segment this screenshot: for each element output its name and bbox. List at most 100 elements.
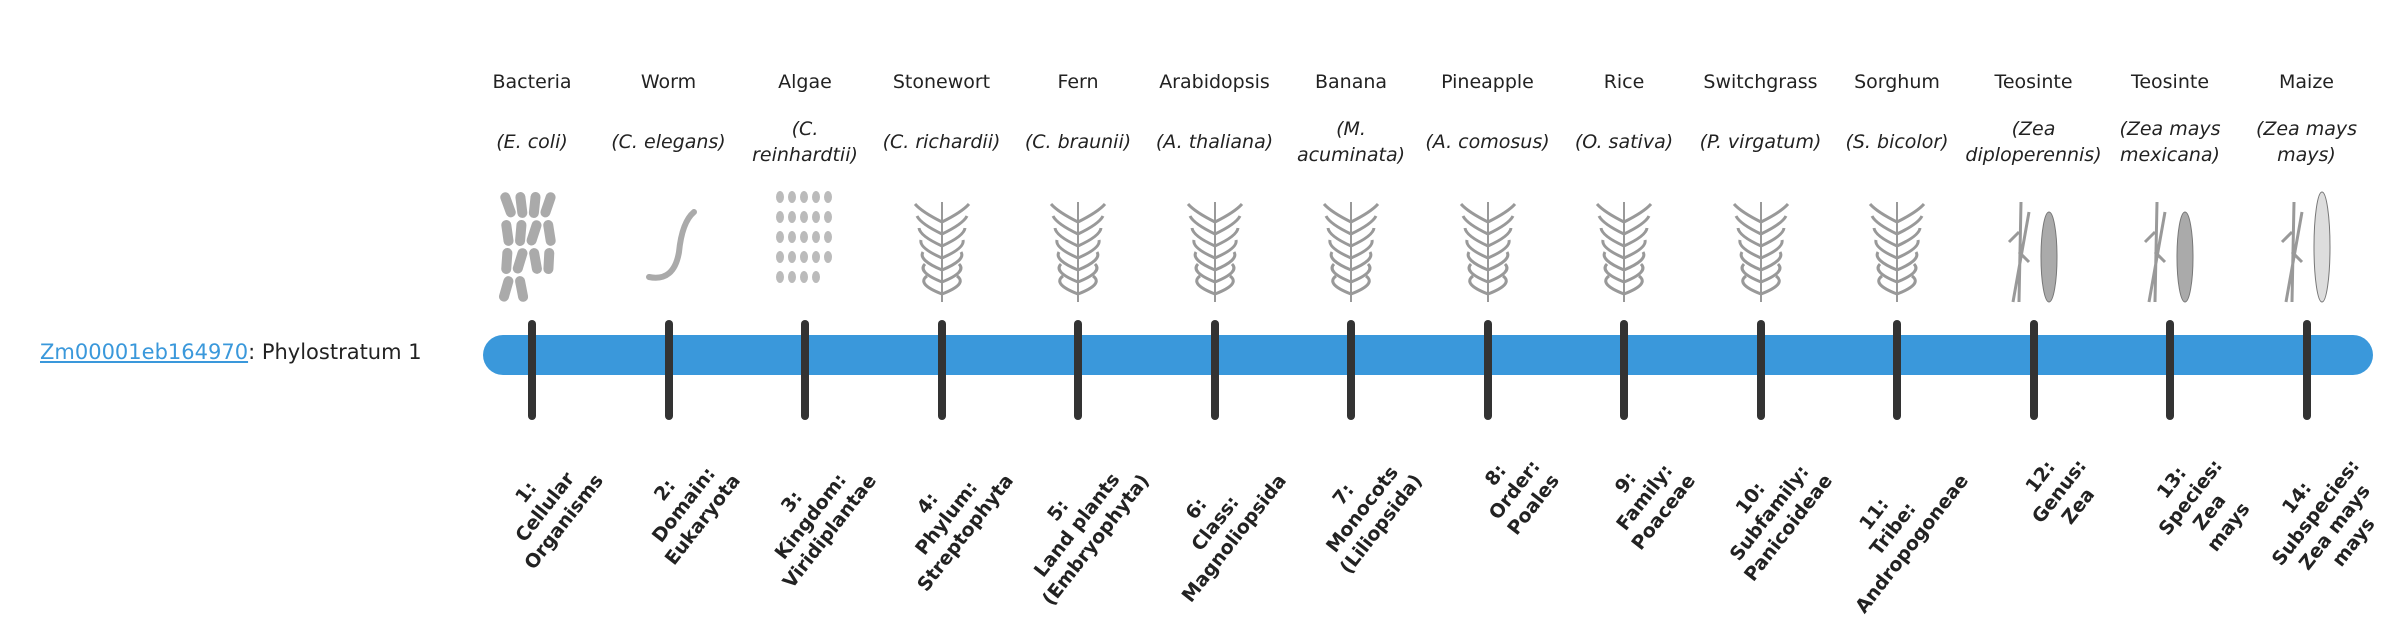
- stratum-label-text: 10: Subfamily: Panicoideae: [1725, 461, 1837, 586]
- stonewort-image: [874, 182, 1010, 307]
- organism-column: Maize (Zea mays mays): [2239, 62, 2375, 307]
- scientific-name-text: (C. richardii): [882, 131, 1001, 153]
- worm-image: [601, 182, 737, 307]
- stratum-tick: [2302, 320, 2311, 420]
- scientific-name-text: (C. reinhardtii): [752, 118, 858, 166]
- scientific-name-text: (C. elegans): [611, 131, 726, 153]
- stratum-tick: [937, 320, 946, 420]
- scientific-name-text: (E. coli): [496, 131, 568, 153]
- organism-column: Teosinte (Zea mays mexicana): [2102, 62, 2238, 307]
- teosinte-image: [2102, 182, 2238, 307]
- scientific-name-text: (Zea mays mays): [2255, 118, 2358, 166]
- organism-column: Teosinte (Zea diploperennis): [1965, 62, 2102, 307]
- stratum-label-text: 12: Genus: Zea: [2020, 455, 2099, 529]
- scientific-name-text: (A. comosus): [1425, 131, 1550, 153]
- teosinte-image: [1966, 182, 2102, 307]
- organism-scientific-name: (C. richardii): [874, 102, 1010, 182]
- organism-scientific-name: (C. elegans): [601, 102, 737, 182]
- banana-image: [1283, 182, 1419, 307]
- scientific-name-text: (O. sativa): [1574, 131, 1674, 153]
- gene-link[interactable]: Zm00001eb164970: [40, 340, 249, 364]
- stratum-tick: [1210, 320, 1219, 420]
- scientific-name-text: (A. thaliana): [1155, 131, 1274, 153]
- organism-column: Banana (M. acuminata): [1283, 62, 1419, 307]
- stratum-label-text: 2: Domain: Eukaryota: [647, 463, 745, 570]
- organism-scientific-name: (A. thaliana): [1147, 102, 1283, 182]
- organism-column: Arabidopsis (A. thaliana): [1147, 62, 1283, 307]
- organism-column: Worm (C. elegans): [601, 62, 737, 307]
- stratum-label-text: 9: Family: Poaceae: [1610, 460, 1700, 555]
- phylostratum-text: : Phylostratum 1: [248, 340, 422, 364]
- stratum-label-text: 5: Land plants (Embryophyta): [1029, 468, 1154, 610]
- organism-scientific-name: (C. reinhardtii): [737, 102, 873, 182]
- organism-common-name: Rice: [1603, 71, 1645, 93]
- stratum-label-text: 13: Species: Zea mays: [2152, 455, 2255, 556]
- fern-image: [1010, 182, 1146, 307]
- sorghum-image: [1829, 182, 1965, 307]
- algae-image: [737, 182, 873, 307]
- stratum-tick: [1756, 320, 1765, 420]
- organism-scientific-name: (S. bicolor): [1829, 102, 1965, 182]
- stratum-label-text: 11: Tribe: Andropogoneae: [1851, 470, 1973, 618]
- organism-column: Switchgrass (P. virgatum): [1693, 62, 1829, 307]
- organism-common-name: Sorghum: [1854, 71, 1940, 93]
- organism-scientific-name: (E. coli): [464, 102, 600, 182]
- organism-column: Sorghum (S. bicolor): [1829, 62, 1965, 307]
- organism-common-name: Bacteria: [492, 71, 572, 93]
- organism-scientific-name: (Zea mays mexicana): [2102, 102, 2238, 182]
- scientific-name-text: (P. virgatum): [1699, 131, 1822, 153]
- organism-scientific-name: (A. comosus): [1420, 102, 1556, 182]
- organism-scientific-name: (C. braunii): [1010, 102, 1146, 182]
- stratum-label-text: 4: Phylum: Streptophyta: [910, 470, 1018, 596]
- stratum-tick: [1483, 320, 1492, 420]
- organism-column: Stonewort (C. richardii): [874, 62, 1010, 307]
- scientific-name-text: (Zea mays mexicana): [2119, 118, 2221, 166]
- stratum-tick: [2029, 320, 2038, 420]
- switchgrass-image: [1693, 182, 1829, 307]
- stratum-label-text: 6: Class: Magnoliopsida: [1177, 470, 1291, 607]
- organism-common-name: Teosinte: [2130, 71, 2210, 93]
- organism-common-name: Fern: [1057, 71, 1099, 93]
- stratum-label-text: 1: Cellular Organisms: [511, 468, 608, 574]
- pineapple-image: [1420, 182, 1556, 307]
- organism-common-name: Worm: [640, 71, 697, 93]
- stratum-tick: [2166, 320, 2174, 420]
- organism-common-name: Teosinte: [1994, 71, 2073, 93]
- organism-scientific-name: (Zea diploperennis): [1965, 102, 2102, 182]
- organism-common-name: Switchgrass: [1703, 71, 1818, 93]
- stratum-label-text: 14: Subspecies: Zea mays mays: [2267, 455, 2380, 575]
- stratum-tick: [801, 320, 809, 420]
- stratum-label-text: 7: Monocots (Liliopsida): [1321, 461, 1427, 579]
- stratum-tick: [528, 320, 536, 420]
- organism-common-name: Banana: [1314, 71, 1388, 93]
- organism-common-name: Arabidopsis: [1159, 71, 1270, 93]
- organism-column: Fern (C. braunii): [1010, 62, 1146, 307]
- stratum-label-text: 8: Order: Poales: [1480, 455, 1564, 540]
- organism-scientific-name: (Zea mays mays): [2239, 102, 2375, 182]
- stratum-tick: [1620, 320, 1628, 420]
- organism-scientific-name: (P. virgatum): [1693, 102, 1829, 182]
- phylostrata-bar: [483, 335, 2373, 375]
- stratum-tick: [1347, 320, 1355, 420]
- bacteria-image: [464, 182, 600, 307]
- scientific-name-text: (M. acuminata): [1296, 118, 1406, 166]
- scientific-name-text: (Zea diploperennis): [1965, 118, 2102, 166]
- organism-scientific-name: (M. acuminata): [1283, 102, 1419, 182]
- organism-common-name: Stonewort: [892, 71, 991, 93]
- organism-column: Rice (O. sativa): [1556, 62, 1692, 307]
- stratum-tick: [1893, 320, 1901, 420]
- gene-label: Zm00001eb164970: Phylostratum 1: [40, 340, 422, 364]
- organism-scientific-name: (O. sativa): [1556, 102, 1692, 182]
- organism-common-name: Pineapple: [1441, 71, 1534, 93]
- arabidopsis-image: [1147, 182, 1283, 307]
- organism-common-name: Algae: [778, 71, 832, 93]
- organism-column: Algae (C. reinhardtii): [737, 62, 873, 307]
- maize-image: [2239, 182, 2375, 307]
- scientific-name-text: (C. braunii): [1024, 131, 1132, 153]
- stratum-label-text: 3: Kingdom: Viridiplantae: [770, 469, 881, 593]
- organism-column: Bacteria (E. coli): [464, 62, 600, 307]
- rice-image: [1556, 182, 1692, 307]
- organism-common-name: Maize: [2279, 71, 2334, 93]
- stratum-tick: [1074, 320, 1082, 420]
- stratum-tick: [664, 320, 673, 420]
